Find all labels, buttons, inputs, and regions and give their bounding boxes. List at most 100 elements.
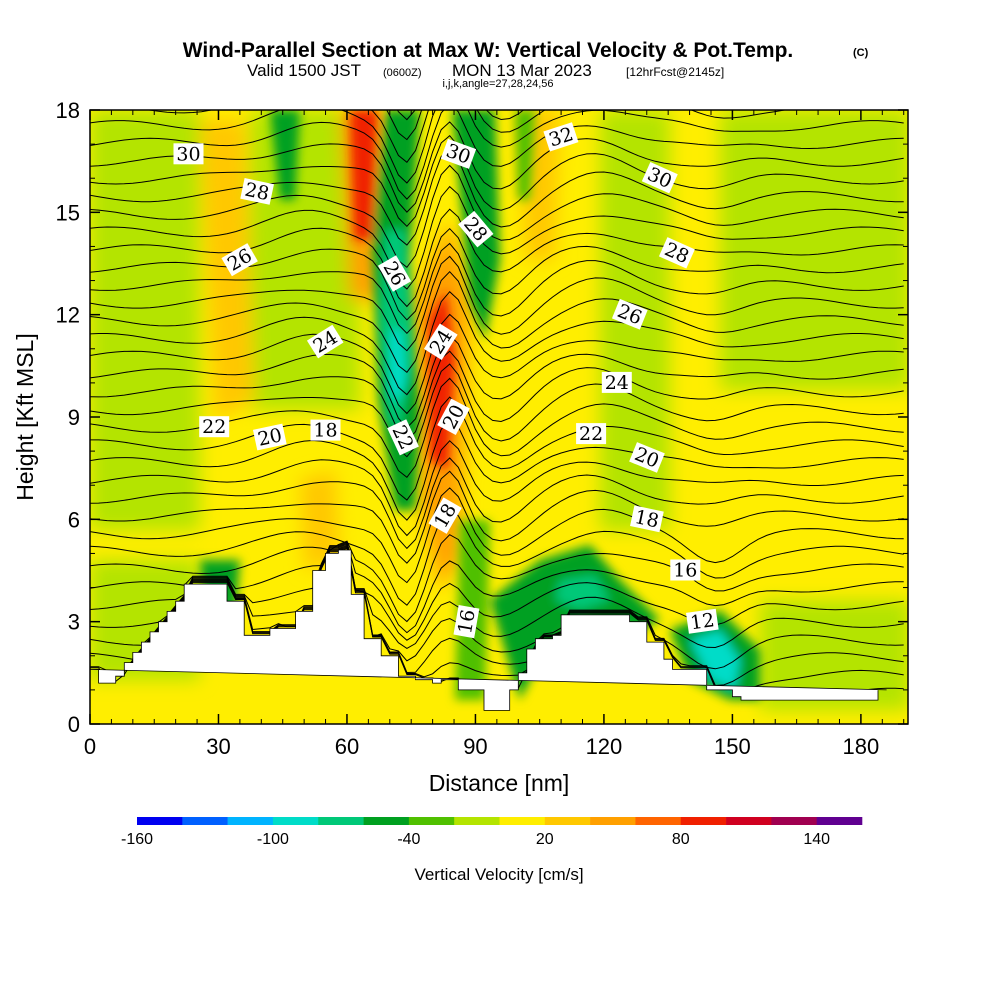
contour-label-box (199, 416, 230, 438)
colorbar-tick-label: -40 (397, 831, 420, 848)
contour-label-text: 18 (633, 506, 661, 533)
x-tick-label: 60 (335, 734, 359, 759)
contour-label-box (423, 323, 458, 361)
contour-label-text: 12 (689, 609, 716, 634)
x-tick-label: 0 (84, 734, 96, 759)
theta-contour-line (90, 470, 904, 564)
contour-label-box (686, 608, 719, 634)
contour-label-box (670, 559, 701, 581)
valid-utc: (0600Z) (383, 67, 422, 79)
contour-label-box (458, 210, 494, 248)
contour-label-box (221, 243, 258, 277)
theta-contour-line (90, 543, 904, 649)
theta-contour-line (90, 110, 904, 200)
theta-contour-line (90, 541, 904, 634)
contour-label-box (240, 178, 274, 205)
colorbar-swatch (227, 817, 274, 825)
contour-label-box (543, 122, 579, 152)
colorbar-swatch (408, 817, 455, 825)
theta-contour-line (90, 227, 904, 321)
weak-sink-center (250, 110, 360, 410)
contour-label-box (576, 423, 607, 445)
contour-label: 22 (576, 423, 607, 445)
theta-contour-line (90, 534, 904, 623)
contour-label-text: 22 (202, 416, 226, 438)
valid-date: MON 13 Mar 2023 (452, 61, 592, 80)
contour-label-box (310, 419, 341, 441)
downdraft-top-west (270, 110, 300, 200)
y-tick-label: 9 (68, 405, 80, 430)
x-tick-label: 180 (843, 734, 880, 759)
colorbar-label: Vertical Velocity [cm/s] (414, 865, 583, 884)
contour-label: 30 (440, 138, 477, 169)
contour-label-text: 28 (243, 179, 271, 206)
theta-contour-line (90, 334, 904, 429)
theta-contour-line (146, 110, 904, 164)
theta-contour-line (90, 544, 904, 670)
colorbar-swatch (182, 817, 228, 825)
chart-title: Wind-Parallel Section at Max W: Vertical… (183, 39, 794, 62)
y-tick-label: 0 (68, 712, 80, 737)
downdraft-peak (390, 330, 406, 405)
theta-contour-line (90, 457, 904, 550)
colorbar: -160 -100 -40 20 80 140 (121, 817, 863, 848)
contour-label-text: 16 (454, 608, 480, 636)
contour-label-box (658, 237, 695, 269)
y-tick-label: 12 (56, 303, 80, 328)
contour-label-box (601, 371, 632, 393)
index-info: i,j,k,angle=27,28,24,56 (442, 78, 553, 90)
theta-contour-line (90, 545, 904, 687)
colorbar-tick-label: 20 (536, 831, 554, 848)
contour-label-box (387, 419, 419, 456)
colorbar-swatch (680, 817, 727, 825)
contour-label: 28 (240, 178, 274, 206)
colorbar-swatch (635, 817, 682, 825)
x-tick-label: 30 (206, 734, 230, 759)
theta-contour-line (386, 110, 525, 141)
contour-label: 18 (310, 419, 341, 442)
x-axis-label: Distance [nm] (429, 770, 570, 796)
theta-contour-line (90, 363, 904, 458)
theta-contour-line (90, 242, 904, 335)
colorbar-swatch (590, 817, 636, 825)
contour-label-box (306, 324, 344, 359)
contour-label: 18 (630, 505, 664, 533)
theta-contours (90, 110, 904, 699)
y-axis-label: Height [Kft MSL] (12, 333, 38, 500)
theta-contour-line (90, 270, 904, 374)
contour-label-box (453, 605, 480, 639)
contour-label-text: 30 (176, 143, 200, 165)
contour-label-box (377, 255, 412, 292)
theta-contour-line (90, 487, 904, 584)
valid-prefix: Valid 1500 JST (247, 61, 361, 80)
theta-contour-line (90, 508, 904, 606)
contour-label-box (440, 138, 477, 169)
colorbar-swatch (137, 817, 183, 825)
theta-contour-line (90, 148, 904, 246)
contour-label: 12 (686, 608, 719, 634)
contour-label: 30 (173, 143, 204, 165)
weak-sink-far-east (720, 110, 908, 390)
contour-label-box (173, 143, 204, 165)
y-tick-label: 18 (56, 98, 80, 123)
theta-contour-line (90, 440, 904, 537)
theta-contour-line (90, 134, 904, 228)
contour-label-text: 24 (605, 372, 629, 394)
terrain-profile (89, 549, 887, 711)
contour-label: 16 (670, 559, 701, 582)
theta-contour-line (90, 110, 904, 184)
y-tick-label: 15 (56, 200, 80, 225)
y-tick-label: 3 (68, 610, 80, 635)
contour-label-box (641, 162, 678, 194)
contour-label: 24 (601, 371, 632, 394)
contour-label: 22 (199, 416, 230, 438)
theta-contour-line (90, 396, 904, 501)
colorbar-swatch (544, 817, 591, 825)
downdraft-lee-core (690, 630, 740, 690)
contour-label-text: 16 (673, 560, 697, 582)
copyright-mark: (C) (853, 47, 869, 59)
x-tick-label: 90 (463, 734, 487, 759)
contour-label-text: 18 (313, 420, 337, 442)
contour-label-box (252, 423, 287, 451)
